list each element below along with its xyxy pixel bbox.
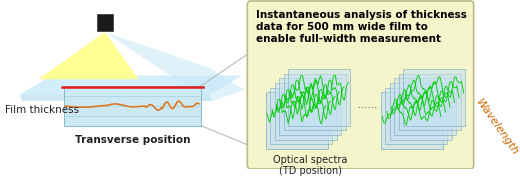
- Bar: [97, 14, 113, 31]
- Polygon shape: [266, 93, 328, 149]
- Polygon shape: [399, 74, 461, 130]
- FancyBboxPatch shape: [248, 1, 474, 169]
- Polygon shape: [38, 32, 139, 79]
- Polygon shape: [20, 94, 212, 101]
- Polygon shape: [289, 69, 350, 125]
- Polygon shape: [381, 93, 443, 149]
- Polygon shape: [394, 78, 457, 135]
- Bar: [64, 86, 201, 125]
- Polygon shape: [389, 83, 452, 140]
- Polygon shape: [404, 69, 465, 125]
- Polygon shape: [385, 88, 447, 144]
- Polygon shape: [275, 83, 337, 140]
- Polygon shape: [279, 78, 341, 135]
- Text: Film thickness: Film thickness: [5, 105, 79, 115]
- Polygon shape: [270, 88, 332, 144]
- Text: Wavelength: Wavelength: [474, 97, 520, 157]
- Polygon shape: [20, 76, 242, 94]
- Polygon shape: [284, 74, 346, 130]
- Polygon shape: [105, 32, 244, 102]
- Text: Instantaneous analysis of thickness
data for 500 mm wide film to
enable full-wid: Instantaneous analysis of thickness data…: [256, 10, 467, 43]
- Text: Optical spectra
(TD position): Optical spectra (TD position): [273, 155, 347, 176]
- Text: Transverse position: Transverse position: [74, 135, 190, 145]
